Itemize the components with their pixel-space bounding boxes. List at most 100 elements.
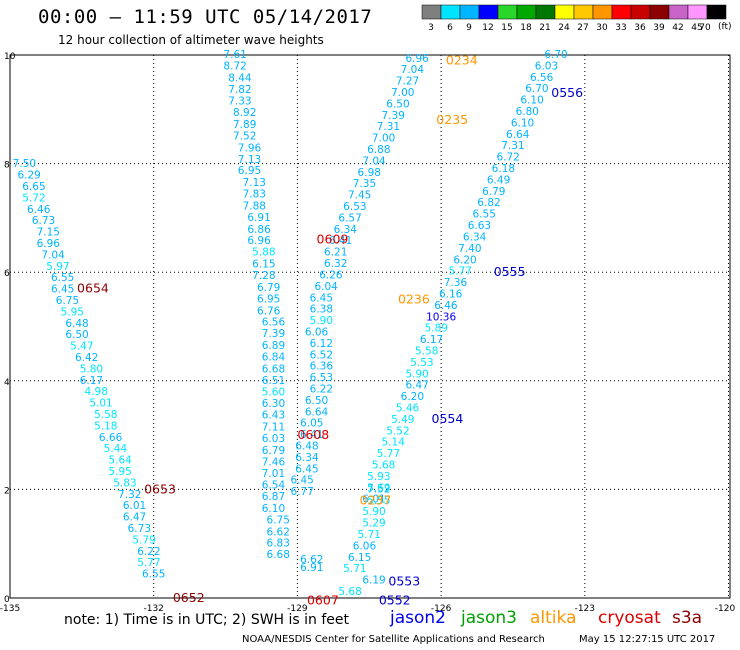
swh-point: 6.98 — [358, 167, 381, 179]
swh-point: 6.04 — [314, 281, 338, 293]
swh-point: 6.68 — [267, 549, 290, 561]
swh-point: 7.27 — [396, 76, 419, 88]
x-tick-label: -135 — [0, 604, 20, 614]
swh-point: 6.77 — [290, 486, 313, 498]
credit-text: NOAA/NESDIS Center for Satellite Applica… — [242, 634, 545, 645]
swh-point: 6.72 — [496, 152, 519, 164]
legend-jason2: jason2 — [390, 608, 446, 628]
swh-point: 7.52 — [233, 130, 256, 142]
swh-point: 6.20 — [401, 391, 424, 403]
swh-point: 6.17 — [420, 334, 443, 346]
track-cryosat: 7.618.728.447.827.338.927.897.527.967.13… — [223, 49, 290, 561]
swh-point: 6.66 — [99, 432, 123, 444]
swh-point: 5.64 — [108, 455, 132, 467]
swh-point: 5.71 — [343, 563, 366, 575]
swh-point: 6.29 — [17, 170, 40, 182]
y-tick-label: 10 — [4, 52, 16, 62]
swh-point: 6.75 — [56, 295, 79, 307]
swh-point: 5.60 — [262, 387, 285, 399]
swh-point: 7.31 — [501, 140, 524, 152]
time-labels: 0654 0653 0652 0609 0608 0607 0234 0235 0236 0237… — [77, 52, 583, 607]
swh-point: 5.69 — [367, 482, 390, 494]
swh-point: 6.64 — [305, 406, 329, 418]
swh-point: 10.36 — [426, 311, 456, 323]
colorbar-unit: (ft) — [718, 22, 732, 32]
swh-point: 6.21 — [324, 247, 347, 259]
swh-point: 6.48 — [65, 318, 88, 330]
time-label: 0236 — [398, 291, 430, 306]
swh-point: 5.95 — [61, 306, 84, 318]
swh-point: 7.13 — [238, 154, 261, 166]
swh-point: 6.30 — [262, 398, 285, 410]
swh-point: 6.06 — [353, 540, 377, 552]
time-label: 0607 — [307, 593, 339, 608]
time-label: 0552 — [379, 593, 411, 608]
swh-point: 6.34 — [295, 452, 319, 464]
swh-point: 5.58 — [94, 409, 117, 421]
swh-point: 8.92 — [233, 107, 256, 119]
x-tick-label: -126 — [431, 604, 452, 614]
swh-point: 7.40 — [458, 243, 481, 255]
swh-point: 6.63 — [468, 220, 491, 232]
chart-subtitle: 12 hour collection of altimeter wave hei… — [58, 33, 324, 47]
swh-point: 5.46 — [396, 402, 420, 414]
time-label: 0237 — [360, 492, 392, 507]
swh-point: 5.88 — [252, 247, 275, 259]
swh-point: 5.83 — [113, 477, 136, 489]
swh-point: 6.54 — [262, 480, 286, 492]
x-tick-label: -129 — [287, 604, 308, 614]
swh-point: 6.76 — [257, 305, 281, 317]
colorbar-swatch — [687, 4, 708, 20]
x-tick-label: -132 — [143, 604, 163, 614]
swh-point: 5.68 — [372, 460, 395, 472]
swh-point: 6.89 — [262, 340, 285, 352]
swh-point: 6.49 — [487, 174, 510, 186]
swh-point: 6.06 — [305, 326, 329, 338]
swh-point: 6.70 — [544, 49, 567, 61]
swh-point: 6.57 — [338, 212, 361, 224]
swh-point: 5.53 — [410, 357, 433, 369]
swh-point: 7.46 — [262, 456, 286, 468]
swh-point: 6.79 — [262, 445, 285, 457]
generated-timestamp: May 15 12:27:15 UTC 2017 — [579, 634, 716, 645]
swh-point: 5.68 — [338, 586, 361, 598]
swh-point: 6.16 — [439, 288, 463, 300]
swh-point: 6.10 — [520, 95, 543, 107]
swh-point: 7.50 — [13, 158, 36, 170]
x-tick-label: -120 — [715, 604, 736, 614]
colorbar-tick: 27 — [577, 23, 588, 33]
swh-point: 6.10 — [262, 503, 285, 515]
colorbar-tick: 3 — [428, 23, 434, 33]
x-tick-labels: -135 -132 -129 -126 -123 -120 — [0, 604, 735, 614]
time-label: 0653 — [144, 481, 176, 496]
legend-jason3: jason3 — [461, 608, 517, 628]
swh-point: 6.38 — [310, 304, 333, 316]
colorbar-swatch — [440, 4, 461, 20]
colorbar-swatch — [516, 4, 537, 20]
time-label: 0235 — [436, 112, 468, 127]
swh-point: 6.46 — [27, 204, 51, 216]
swh-point: 8.44 — [228, 72, 252, 84]
swh-point: 6.52 — [310, 349, 333, 361]
swh-point: 6.73 — [32, 215, 55, 227]
colorbar-swatch — [630, 4, 651, 20]
swh-point: 7.89 — [233, 119, 256, 131]
swh-point: 6.96 — [247, 235, 271, 247]
swh-point: 6.84 — [262, 351, 286, 363]
colorbar-swatch — [611, 4, 632, 20]
swh-point: 5.18 — [94, 420, 117, 432]
legend-s3a: s3a — [672, 608, 703, 628]
swh-point: 6.50 — [65, 329, 88, 341]
track-jason2: 6.706.036.566.706.106.806.106.647.316.72… — [362, 49, 567, 506]
swh-point: 5.58 — [415, 345, 438, 357]
swh-point: 7.00 — [391, 87, 414, 99]
swh-point: 7.15 — [37, 227, 60, 239]
time-label: 0609 — [317, 232, 349, 247]
swh-point: 6.88 — [367, 144, 390, 156]
colorbar-swatch — [668, 4, 689, 20]
swh-point: 7.31 — [377, 121, 400, 133]
swh-point: 6.53 — [343, 201, 366, 213]
swh-point: 7.36 — [444, 277, 468, 289]
